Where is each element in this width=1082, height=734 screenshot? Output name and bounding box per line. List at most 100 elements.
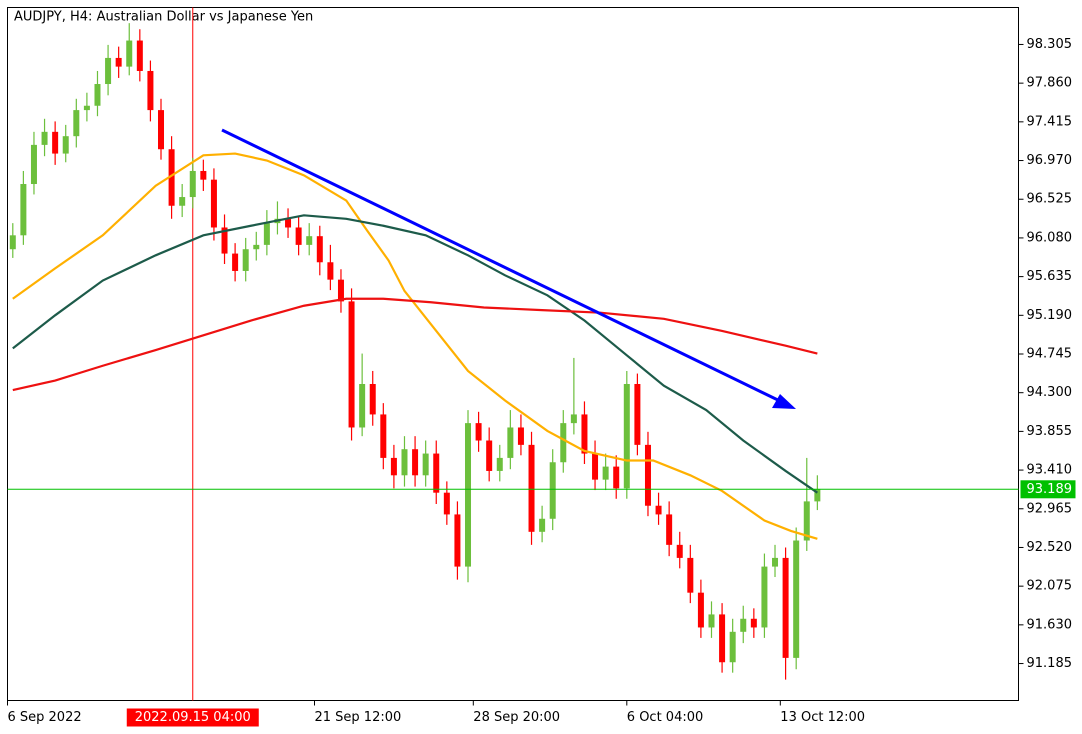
candle-body xyxy=(560,423,567,463)
candle-body xyxy=(242,249,249,271)
candle-body xyxy=(369,383,376,415)
candle-body xyxy=(539,518,546,532)
moving-average xyxy=(12,214,818,494)
candle-body xyxy=(570,414,577,424)
candle-body xyxy=(390,457,397,476)
candle-body xyxy=(549,462,556,519)
x-tick-label: 13 Oct 12:00 xyxy=(780,710,865,725)
candle-body xyxy=(200,170,207,180)
candle-body xyxy=(507,427,514,458)
y-tick-label: 92.075 xyxy=(1027,579,1073,594)
candle-body xyxy=(348,301,355,428)
candle-body xyxy=(655,505,662,515)
labels: 98.305 97.860 97.415 96.970 96.525 96.080 95.6… xyxy=(7,37,1076,727)
y-tick-label: 95.635 xyxy=(1027,269,1073,284)
candle-body xyxy=(623,383,630,489)
x-tick-label: 6 Oct 04:00 xyxy=(627,710,703,725)
y-tick-label: 91.630 xyxy=(1027,617,1073,632)
crosshair-label: 2022.09.15 04:00 xyxy=(135,710,251,725)
chart-title: AUDJPY, H4: Australian Dollar vs Japanes… xyxy=(14,10,313,25)
x-tick-label: 6 Sep 2022 xyxy=(8,710,82,725)
candle-body xyxy=(412,449,419,476)
candle-body xyxy=(179,197,186,206)
y-tick-label: 94.745 xyxy=(1027,347,1073,362)
y-tick-label: 96.970 xyxy=(1027,153,1073,168)
candle-body xyxy=(676,544,683,558)
candle-body xyxy=(729,631,736,663)
y-tick-label: 92.965 xyxy=(1027,501,1073,516)
candle-body xyxy=(52,131,59,154)
candle-body xyxy=(454,514,461,567)
candle-body xyxy=(486,440,493,471)
candle-body xyxy=(306,236,313,245)
candle-body xyxy=(115,57,122,67)
candle-body xyxy=(327,262,334,280)
candle-body xyxy=(644,444,651,506)
candle-body xyxy=(359,383,366,428)
candle-body xyxy=(687,557,694,593)
candle-body xyxy=(782,557,789,658)
candle-body xyxy=(285,218,292,228)
y-tick-label: 95.190 xyxy=(1027,308,1073,323)
candle-body xyxy=(41,131,48,145)
current-price-label: 93.189 xyxy=(1027,482,1073,497)
candle-body xyxy=(253,244,260,250)
x-tick-label: 28 Sep 20:00 xyxy=(473,710,560,725)
candle-body xyxy=(30,144,37,185)
y-tick-label: 93.410 xyxy=(1027,463,1073,478)
candle-body xyxy=(189,170,196,198)
y-tick-label: 96.525 xyxy=(1027,192,1073,207)
candle-body xyxy=(814,489,821,502)
candle-body xyxy=(697,592,704,628)
candle-body xyxy=(337,279,344,302)
y-tick-label: 92.520 xyxy=(1027,540,1073,555)
current-price-box xyxy=(1020,480,1076,499)
moving-average xyxy=(12,152,818,540)
candle-body xyxy=(62,136,69,154)
candle-body xyxy=(263,223,270,245)
candle-body xyxy=(740,618,747,632)
candle-body xyxy=(708,614,715,628)
y-tick-label: 97.415 xyxy=(1027,114,1073,129)
candle-body xyxy=(772,557,779,567)
y-tick-label: 91.185 xyxy=(1027,656,1073,671)
y-tick-label: 93.855 xyxy=(1027,424,1073,439)
candle-body xyxy=(83,105,90,111)
candle-body xyxy=(147,70,154,111)
moving-average xyxy=(12,297,818,392)
trend-line xyxy=(221,128,783,404)
candle-body xyxy=(433,453,440,493)
candle-body xyxy=(465,423,472,567)
candle-body xyxy=(221,227,228,254)
candle-body xyxy=(750,618,757,628)
x-tick-label: 21 Sep 12:00 xyxy=(315,710,402,725)
candle-body xyxy=(316,236,323,263)
trend-arrow xyxy=(221,128,796,409)
candle-body xyxy=(719,614,726,663)
y-tick-label: 98.305 xyxy=(1027,37,1073,52)
candle-body xyxy=(761,566,768,628)
candle-body xyxy=(9,235,16,250)
candle-body xyxy=(422,453,429,476)
candle-body xyxy=(136,40,143,71)
candle-body xyxy=(94,84,101,106)
candle-body xyxy=(73,110,80,137)
candle-body xyxy=(793,540,800,658)
candle-body xyxy=(517,427,524,445)
candle-body xyxy=(803,501,810,541)
candle-body xyxy=(634,383,641,445)
candle-body xyxy=(581,414,588,454)
candle-body xyxy=(20,184,27,236)
candle-body xyxy=(443,492,450,515)
candle-body xyxy=(126,40,133,67)
candle-body xyxy=(295,227,302,245)
candle-body xyxy=(105,57,112,85)
candle-body xyxy=(158,110,165,150)
candle-body xyxy=(232,253,239,271)
candle-body xyxy=(592,453,599,480)
y-tick-label: 97.860 xyxy=(1027,76,1073,91)
candle-body xyxy=(528,444,535,532)
candle-body xyxy=(602,466,609,480)
